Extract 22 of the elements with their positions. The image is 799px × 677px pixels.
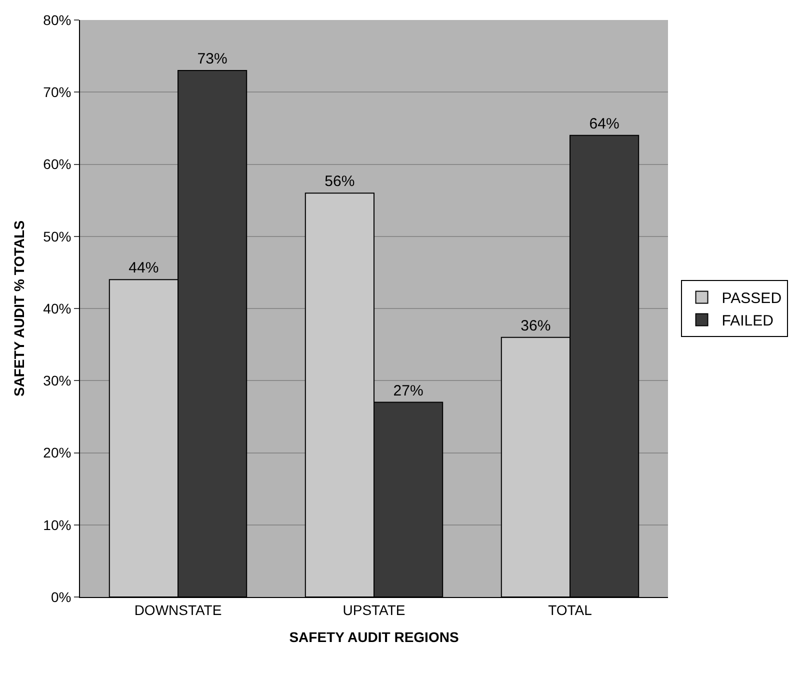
y-tick-label: 30% — [43, 372, 72, 389]
x-axis-title: SAFETY AUDIT REGIONS — [289, 629, 459, 646]
data-label: 56% — [324, 173, 355, 190]
y-tick-label: 60% — [43, 156, 72, 172]
x-tick-label: UPSTATE — [342, 602, 406, 618]
y-tick-label: 80% — [43, 12, 72, 28]
x-tick-label: DOWNSTATE — [134, 602, 222, 618]
data-label: 64% — [589, 115, 620, 132]
y-axis-title: SAFETY AUDIT % TOTALS — [10, 220, 27, 397]
data-label: 36% — [520, 317, 551, 334]
x-tick-label: TOTAL — [548, 602, 592, 618]
y-tick-label: 40% — [43, 300, 72, 316]
y-tick-label: 50% — [43, 228, 72, 244]
y-tick-label: 0% — [50, 588, 72, 605]
y-tick-label: 10% — [43, 516, 72, 533]
y-tick-label: 20% — [43, 444, 72, 461]
legend-label: FAILED — [722, 312, 774, 330]
data-label: 27% — [393, 382, 424, 400]
legend-label: PASSED — [722, 290, 782, 308]
data-label: 44% — [128, 260, 159, 277]
data-label: 73% — [197, 50, 228, 68]
y-tick-label: 70% — [43, 84, 72, 100]
